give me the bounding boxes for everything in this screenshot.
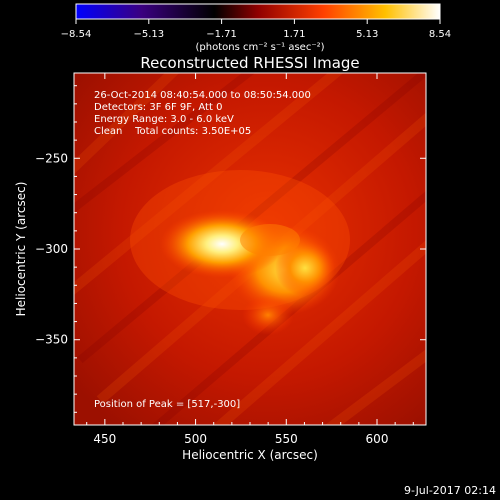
footer-timestamp: 9-Jul-2017 02:14 <box>404 484 496 497</box>
info-line: Clean Total counts: 3.50E+05 <box>94 126 251 137</box>
y-axis-label: Heliocentric Y (arcsec) <box>14 182 28 317</box>
x-tick-label: 450 <box>93 432 116 446</box>
colorbar-tick-label: −5.13 <box>133 29 164 40</box>
info-line: Energy Range: 3.0 - 6.0 keV <box>94 114 234 125</box>
y-axis-ticks: −250 −300 −350 <box>35 85 426 413</box>
x-tick-label: 600 <box>366 432 389 446</box>
info-line: 26-Oct-2014 08:40:54.000 to 08:50:54.000 <box>94 90 311 101</box>
y-tick-label: −300 <box>35 242 68 256</box>
peak-position: Position of Peak = [517,-300] <box>94 399 240 410</box>
plot-title: Reconstructed RHESSI Image <box>140 54 359 72</box>
colorbar-units: (photons cm⁻² s⁻¹ asec⁻²) <box>195 42 324 53</box>
y-tick-label: −250 <box>35 151 68 165</box>
heatmap-image <box>74 73 426 425</box>
x-axis-ticks: 450 500 550 600 <box>86 73 414 446</box>
colorbar <box>75 3 441 20</box>
info-block: 26-Oct-2014 08:40:54.000 to 08:50:54.000… <box>94 90 311 137</box>
colorbar-tick-label: 8.54 <box>429 29 451 40</box>
colorbar-tick-label: 1.71 <box>283 29 305 40</box>
y-tick-label: −350 <box>35 333 68 347</box>
colorbar-tick-label: −8.54 <box>61 29 92 40</box>
x-tick-label: 500 <box>184 432 207 446</box>
x-tick-label: 550 <box>275 432 298 446</box>
colorbar-ticks: −8.54 −5.13 −1.71 1.71 5.13 8.54 <box>61 19 451 40</box>
colorbar-tick-label: −1.71 <box>206 29 237 40</box>
x-axis-label: Heliocentric X (arcsec) <box>182 448 318 462</box>
colorbar-tick-label: 5.13 <box>356 29 378 40</box>
info-line: Detectors: 3F 6F 9F, Att 0 <box>94 102 222 113</box>
